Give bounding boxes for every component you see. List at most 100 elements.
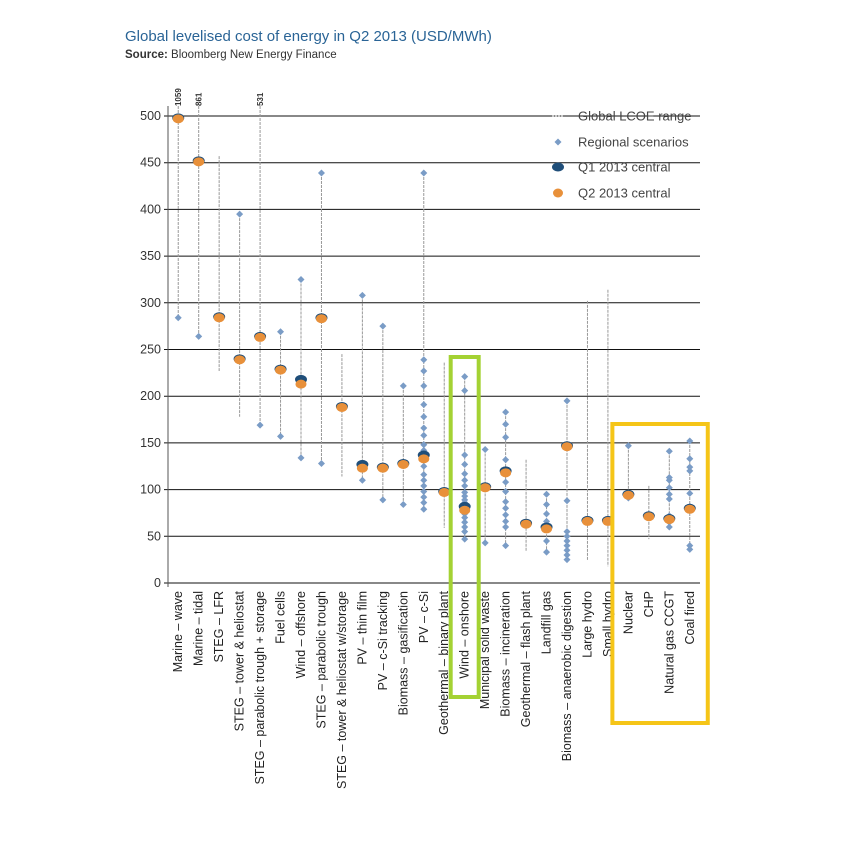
regional-point-cat-25-0	[686, 437, 694, 445]
regional-point-cat-12-16	[420, 499, 428, 507]
category-label-cat-24: Natural gas CCGT	[662, 591, 676, 694]
q2-point-cat-7	[315, 314, 327, 324]
regional-point-cat-18-6	[543, 548, 551, 556]
regional-point-cat-14-16	[461, 523, 469, 531]
regional-point-cat-14-0	[461, 373, 469, 381]
regional-point-cat-19-5	[563, 542, 571, 550]
regional-point-cat-16-2	[502, 433, 510, 441]
category-label-cat-8: STEG – tower & heliostat w/storage	[335, 591, 349, 789]
legend-label-regional: Regional scenarios	[578, 135, 689, 150]
category-label-cat-4: STEG – parabolic trough + storage	[253, 591, 267, 785]
category-label-cat-6: Wind – offshore	[294, 591, 308, 678]
regional-point-cat-0-0	[174, 314, 182, 322]
regional-point-cat-12-6	[420, 424, 428, 432]
regional-point-cat-16-0	[502, 408, 510, 416]
y-tick-label-450: 450	[140, 156, 161, 170]
regional-point-cat-9-1	[358, 476, 366, 484]
regional-point-cat-25-4	[686, 489, 694, 497]
regional-point-cat-15-1	[481, 539, 489, 547]
legend-symbol-q2	[553, 188, 563, 198]
regional-point-cat-19-2	[563, 528, 571, 536]
regional-point-cat-14-17	[461, 528, 469, 536]
category-label-cat-15: Municipal solid waste	[478, 591, 492, 709]
regional-point-cat-24-4	[665, 490, 673, 498]
highlight-box-yellow	[610, 422, 710, 725]
regional-point-cat-19-6	[563, 546, 571, 554]
regional-point-cat-25-7	[686, 542, 694, 550]
q2-point-cat-8	[336, 402, 348, 412]
q2-point-cat-11	[397, 459, 409, 469]
regional-point-cat-14-5	[461, 476, 469, 484]
regional-point-cat-12-2	[420, 367, 428, 375]
point-layer	[172, 113, 696, 564]
regional-point-cat-12-3	[420, 382, 428, 390]
regional-point-cat-12-1	[420, 356, 428, 364]
regional-point-cat-16-8	[502, 511, 510, 519]
q2-point-cat-6	[295, 379, 307, 389]
regional-point-cat-14-15	[461, 518, 469, 526]
y-tick-label-150: 150	[140, 436, 161, 450]
category-label-cat-20: Large hydro	[580, 591, 594, 658]
regional-point-cat-14-2	[461, 451, 469, 459]
regional-point-cat-14-4	[461, 470, 469, 478]
regional-point-cat-14-6	[461, 482, 469, 490]
regional-point-cat-19-7	[563, 551, 571, 559]
y-tick-label-200: 200	[140, 389, 161, 403]
regional-point-cat-16-1	[502, 420, 510, 428]
category-label-cat-14: Wind – onshore	[458, 591, 472, 679]
category-label-cat-11: Biomass – gasification	[396, 591, 410, 715]
category-label-cat-2: STEG – LFR	[212, 591, 226, 663]
regional-point-cat-15-0	[481, 445, 489, 453]
category-label-cat-5: Fuel cells	[274, 591, 288, 644]
regional-point-cat-24-2	[665, 476, 673, 484]
regional-point-cat-19-4	[563, 537, 571, 545]
q2-point-cat-20	[581, 516, 593, 526]
y-tick-label-250: 250	[140, 343, 161, 357]
regional-point-cat-5-0	[277, 328, 285, 336]
category-label-cat-23: CHP	[642, 591, 656, 617]
grid-layer: 0 50 100 150 200 250 300 350 400 450 500	[140, 106, 700, 590]
legend-symbol-q1	[552, 162, 564, 172]
regional-point-cat-16-6	[502, 498, 510, 506]
category-label-cat-19: Biomass – anaerobic digestion	[560, 591, 574, 761]
y-tick-label-400: 400	[140, 202, 161, 216]
q2-point-cat-22	[622, 490, 634, 500]
regional-point-cat-12-15	[420, 493, 428, 501]
regional-point-cat-11-0	[399, 382, 407, 390]
q2-point-cat-16	[500, 468, 512, 478]
regional-point-cat-22-0	[624, 442, 632, 450]
regional-point-cat-24-3	[665, 484, 673, 492]
max-label-cat-4: 531	[256, 92, 265, 106]
q2-point-cat-18	[541, 524, 553, 534]
chart-source: Source: Bloomberg New Energy Finance	[125, 49, 337, 61]
regional-point-cat-25-3	[686, 467, 694, 475]
legend-label-q1: Q1 2013 central	[578, 160, 671, 175]
regional-point-cat-10-1	[379, 496, 387, 504]
regional-point-cat-12-12	[420, 476, 428, 484]
regional-point-cat-14-1	[461, 387, 469, 395]
regional-point-cat-16-7	[502, 504, 510, 512]
regional-point-cat-12-8	[420, 441, 428, 449]
regional-point-cat-19-0	[563, 397, 571, 405]
q2-point-cat-14	[459, 505, 471, 515]
category-label-cat-12: PV – c-Si	[417, 591, 431, 643]
regional-point-cat-19-8	[563, 556, 571, 564]
regional-point-cat-19-3	[563, 532, 571, 540]
regional-point-cat-14-14	[461, 514, 469, 522]
regional-point-cat-18-5	[543, 537, 551, 545]
regional-point-cat-16-11	[502, 542, 510, 550]
category-label-cat-22: Nuclear	[621, 591, 635, 634]
regional-point-cat-25-2	[686, 463, 694, 471]
regional-point-cat-12-13	[420, 482, 428, 490]
regional-point-cat-16-4	[502, 478, 510, 486]
category-label-cat-17: Geothermal – flash plant	[519, 590, 533, 727]
regional-point-cat-16-3	[502, 456, 510, 464]
regional-point-cat-12-14	[420, 487, 428, 495]
regional-point-cat-12-10	[420, 462, 428, 470]
legend-label-range: Global LCOE range	[578, 109, 691, 124]
q2-point-cat-5	[275, 365, 287, 375]
q2-point-cat-2	[213, 313, 225, 323]
q2-point-cat-13	[438, 487, 450, 497]
q2-point-cat-23	[643, 512, 655, 522]
